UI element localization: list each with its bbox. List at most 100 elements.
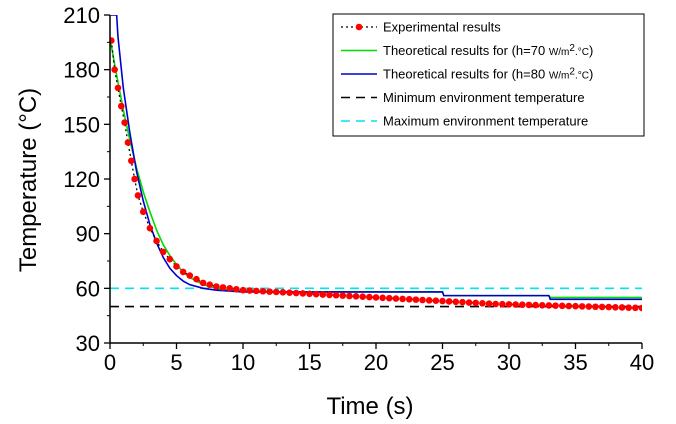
data-point: [499, 300, 506, 308]
x-tick-label: 15: [297, 350, 321, 375]
data-point: [405, 295, 413, 303]
x-tick-label: 0: [104, 350, 116, 375]
legend-label-0: Experimental results: [383, 20, 501, 35]
data-point: [279, 289, 287, 296]
data-point: [512, 301, 519, 308]
x-tick-label: 25: [430, 350, 454, 375]
data-point: [306, 290, 313, 298]
data-point: [465, 299, 473, 306]
legend-label-1: Theoretical results for (h=70 W/m2.°C): [383, 43, 593, 58]
data-point: [598, 303, 606, 311]
legend-marker: [355, 23, 363, 31]
data-point: [525, 301, 533, 309]
data-point: [638, 304, 642, 312]
data-point: [199, 279, 207, 287]
data-point: [425, 297, 433, 304]
data-point: [399, 295, 406, 303]
data-point: [459, 298, 466, 306]
data-point: [118, 102, 125, 110]
data-point: [552, 302, 559, 309]
data-point: [153, 237, 160, 245]
y-tick-label: 120: [63, 167, 100, 192]
data-point: [121, 119, 128, 126]
data-point: [266, 288, 273, 295]
data-point: [131, 175, 138, 183]
legend-label-2: Theoretical results for (h=80 W/m2.°C): [383, 67, 593, 82]
y-axis-title: Temperature (°C): [15, 88, 42, 272]
data-point: [134, 192, 142, 199]
legend-box: [332, 13, 645, 137]
data-point: [146, 224, 154, 232]
data-point: [239, 286, 247, 294]
data-point: [439, 297, 446, 305]
data-point: [492, 300, 500, 308]
data-point: [114, 84, 122, 92]
data-point: [159, 248, 167, 256]
data-point: [452, 298, 460, 306]
data-point: [259, 287, 267, 295]
data-point: [173, 263, 180, 270]
data-point: [532, 301, 539, 309]
data-point: [445, 298, 453, 305]
data-point: [166, 255, 174, 263]
data-point: [538, 301, 546, 309]
x-tick-label: 40: [630, 350, 654, 375]
data-point: [346, 292, 353, 300]
data-point: [572, 302, 579, 310]
data-point: [485, 300, 493, 307]
y-tick-label: 90: [76, 222, 100, 247]
data-point: [272, 288, 280, 296]
data-point: [379, 294, 386, 302]
data-point: [110, 37, 115, 44]
data-point: [111, 66, 118, 73]
axes: 0 5 10 15 20 25 30 35 40 30 60 90 120 150 180 210: [63, 3, 654, 375]
data-point: [139, 208, 147, 216]
data-point: [612, 303, 619, 311]
data-point: [326, 291, 333, 299]
data-point: [585, 303, 593, 310]
data-point: [286, 289, 293, 297]
y-tick-label: 30: [76, 331, 100, 356]
data-point: [472, 299, 480, 307]
data-point: [179, 268, 187, 276]
data-point: [545, 302, 553, 309]
y-tick-label: 60: [76, 276, 100, 301]
data-point: [519, 301, 526, 309]
data-point: [312, 290, 320, 298]
data-point: [319, 291, 327, 298]
y-tick-label: 180: [63, 58, 100, 83]
legend: Experimental results Theoretical results …: [332, 13, 645, 137]
data-point: [386, 294, 393, 302]
data-point: [392, 295, 400, 302]
data-point: [124, 139, 132, 146]
data-point: [226, 285, 233, 292]
data-point: [246, 287, 253, 294]
legend-label-4: Maximum environment temperature: [383, 114, 588, 129]
data-point: [233, 285, 240, 293]
legend-label-3: Minimum environment temperature: [383, 90, 585, 105]
data-point: [605, 303, 613, 311]
data-point: [299, 290, 307, 297]
x-axis-title: Time (s): [326, 393, 413, 420]
data-point: [412, 296, 420, 303]
y-tick-label: 150: [63, 112, 100, 137]
data-point: [359, 293, 367, 301]
data-point: [332, 291, 340, 299]
data-point: [352, 293, 360, 300]
data-point: [193, 275, 200, 283]
series-layer: [110, 15, 642, 312]
x-tick-label: 10: [231, 350, 255, 375]
data-point: [625, 304, 632, 311]
data-point: [206, 281, 214, 288]
x-tick-label: 30: [497, 350, 521, 375]
data-point: [479, 299, 486, 307]
data-point: [339, 292, 347, 299]
data-point: [578, 303, 586, 310]
data-point: [419, 296, 426, 304]
data-point: [366, 293, 373, 301]
data-point: [632, 304, 639, 312]
data-point: [186, 272, 194, 279]
data-point: [592, 303, 599, 311]
data-point: [618, 304, 626, 311]
